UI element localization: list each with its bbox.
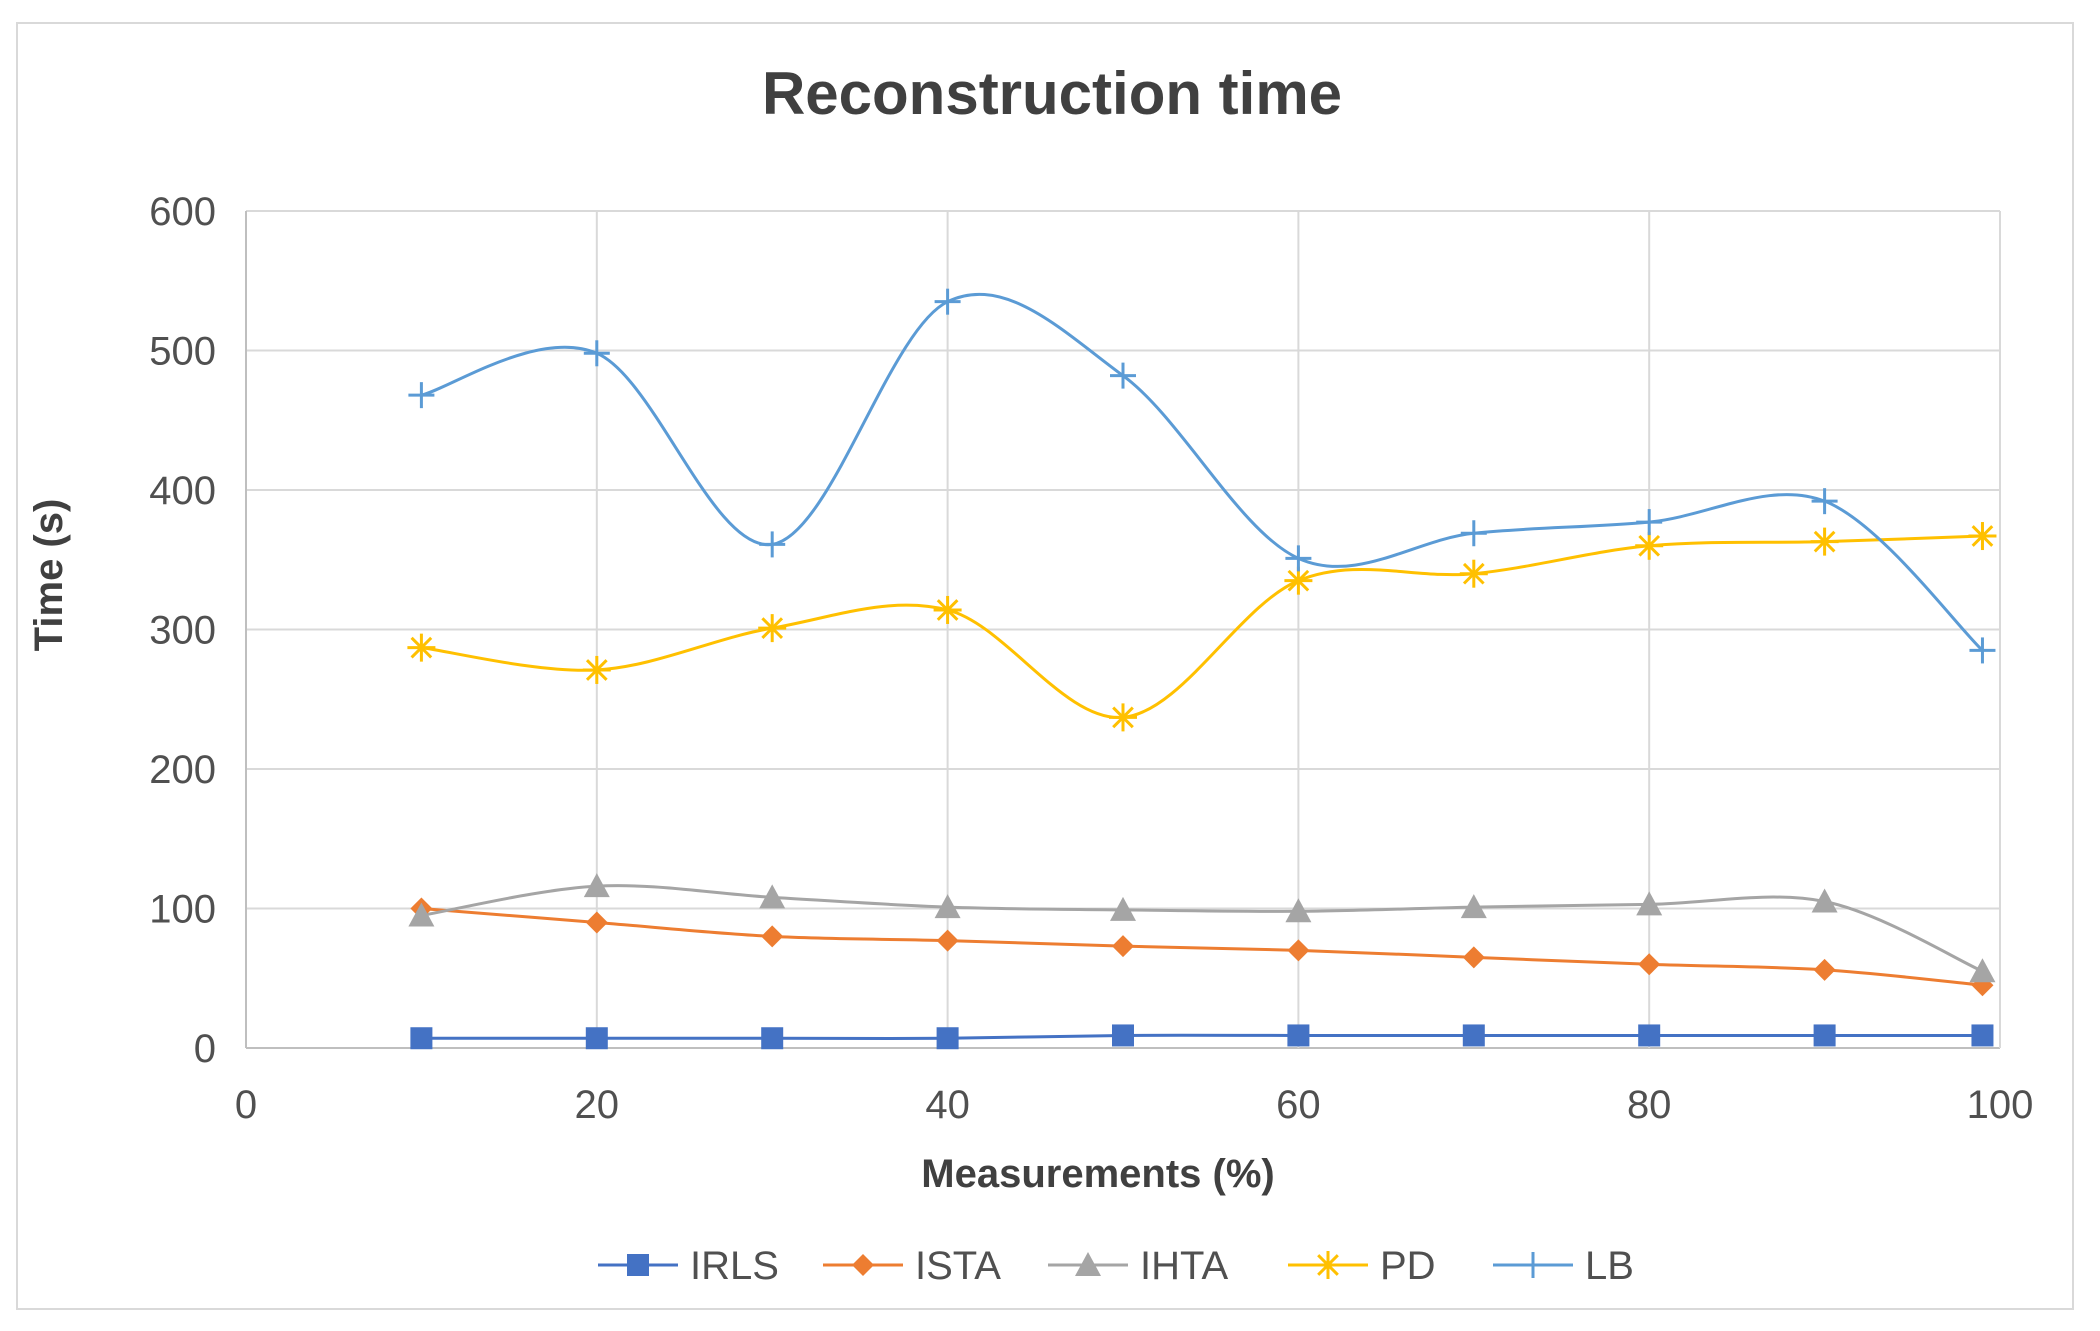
point-lb-90 xyxy=(1811,488,1838,515)
point-pd-90 xyxy=(1810,527,1839,556)
point-lb-20 xyxy=(583,340,610,367)
point-ihta-40 xyxy=(934,894,961,919)
point-ihta-30 xyxy=(759,884,786,909)
point-ista-40 xyxy=(936,929,959,952)
x-tick-label-60: 60 xyxy=(1276,1083,1321,1127)
legend-marker-lb xyxy=(1520,1252,1546,1278)
point-lb-60 xyxy=(1285,545,1312,572)
point-ista-70 xyxy=(1462,946,1485,969)
series-line-ihta xyxy=(421,884,1984,973)
legend: IRLS ISTA IHTA PD LB xyxy=(598,1244,1634,1288)
point-ihta-50 xyxy=(1110,896,1136,921)
point-ihta-10 xyxy=(408,902,435,927)
y-tick-label-100: 100 xyxy=(149,888,216,932)
point-ista-20 xyxy=(585,911,608,934)
legend-item-irls: IRLS xyxy=(598,1244,779,1288)
series-line-lb xyxy=(421,292,1984,652)
point-pd-60 xyxy=(1284,566,1313,595)
point-ista-90 xyxy=(1813,958,1836,981)
chart-title: Reconstruction time xyxy=(762,60,1342,127)
point-irls-90 xyxy=(1813,1024,1836,1047)
legend-label-irls: IRLS xyxy=(690,1244,779,1288)
y-tick-label-300: 300 xyxy=(149,609,216,653)
point-pd-99 xyxy=(1968,522,1997,551)
point-irls-20 xyxy=(585,1027,608,1050)
legend-marker-pd xyxy=(1314,1251,1342,1279)
gridlines xyxy=(245,210,2001,1049)
line-chart: Reconstruction time 01002003004005006000… xyxy=(27,60,2033,1288)
point-ihta-90 xyxy=(1811,888,1838,913)
point-irls-10 xyxy=(410,1027,433,1050)
legend-marker-irls xyxy=(627,1254,649,1276)
y-tick-label-500: 500 xyxy=(149,330,216,374)
point-irls-30 xyxy=(761,1027,784,1050)
legend-marker-ista xyxy=(852,1254,874,1276)
point-ihta-70 xyxy=(1460,894,1487,919)
y-tick-label-600: 600 xyxy=(149,190,216,234)
point-ista-80 xyxy=(1638,953,1661,976)
point-pd-30 xyxy=(758,614,787,643)
data-markers xyxy=(407,288,1997,1050)
series-lines xyxy=(421,292,1984,1040)
point-ista-30 xyxy=(761,925,784,948)
point-irls-99 xyxy=(1971,1024,1994,1047)
point-ihta-20 xyxy=(583,873,610,898)
point-ihta-60 xyxy=(1285,898,1312,923)
point-pd-40 xyxy=(933,595,962,624)
y-tick-label-0: 0 xyxy=(194,1027,216,1071)
point-irls-50 xyxy=(1112,1024,1134,1047)
axes: 0 100 200 300 400 500 600 0 20 40 60 80 100 xyxy=(149,190,2033,1127)
x-tick-label-0: 0 xyxy=(235,1083,257,1127)
legend-label-ista: ISTA xyxy=(915,1244,1001,1288)
legend-label-lb: LB xyxy=(1585,1244,1634,1288)
point-ista-60 xyxy=(1287,939,1310,962)
point-lb-10 xyxy=(408,382,435,409)
point-pd-80 xyxy=(1635,531,1664,560)
point-ihta-99 xyxy=(1969,958,1996,983)
point-irls-60 xyxy=(1287,1024,1310,1047)
y-tick-label-200: 200 xyxy=(149,748,216,792)
series-line-irls xyxy=(421,1033,1983,1040)
series-line-ista xyxy=(421,907,1983,987)
y-axis-title: Time (s) xyxy=(27,499,71,652)
point-lb-70 xyxy=(1460,520,1487,547)
legend-item-lb: LB xyxy=(1493,1244,1634,1288)
x-tick-label-80: 80 xyxy=(1627,1083,1672,1127)
point-lb-80 xyxy=(1636,509,1663,536)
point-ihta-80 xyxy=(1636,891,1663,916)
x-tick-label-100: 100 xyxy=(1967,1083,2034,1127)
series-line-pd xyxy=(421,534,1983,719)
point-lb-50 xyxy=(1110,362,1136,389)
point-pd-20 xyxy=(582,655,611,684)
point-lb-30 xyxy=(759,531,786,558)
point-pd-10 xyxy=(407,633,436,662)
point-lb-99 xyxy=(1969,637,1996,664)
legend-label-pd: PD xyxy=(1380,1244,1436,1288)
chart-frame: Reconstruction time 0 100 200 300 400 500 600 0… xyxy=(16,22,2074,1310)
legend-label-ihta: IHTA xyxy=(1140,1244,1228,1288)
point-irls-70 xyxy=(1462,1024,1485,1047)
point-pd-50 xyxy=(1109,703,1137,732)
legend-marker-ihta xyxy=(1075,1252,1101,1276)
legend-item-ihta: IHTA xyxy=(1048,1244,1228,1288)
x-axis-title: Measurements (%) xyxy=(921,1152,1274,1196)
point-irls-40 xyxy=(936,1027,959,1050)
point-ista-50 xyxy=(1112,935,1134,958)
point-lb-40 xyxy=(934,288,961,315)
y-tick-label-400: 400 xyxy=(149,469,216,513)
point-irls-80 xyxy=(1638,1024,1661,1047)
x-tick-label-20: 20 xyxy=(575,1083,620,1127)
legend-item-pd: PD xyxy=(1288,1244,1436,1288)
point-pd-70 xyxy=(1459,559,1488,588)
x-tick-label-40: 40 xyxy=(925,1083,970,1127)
legend-item-ista: ISTA xyxy=(823,1244,1001,1288)
